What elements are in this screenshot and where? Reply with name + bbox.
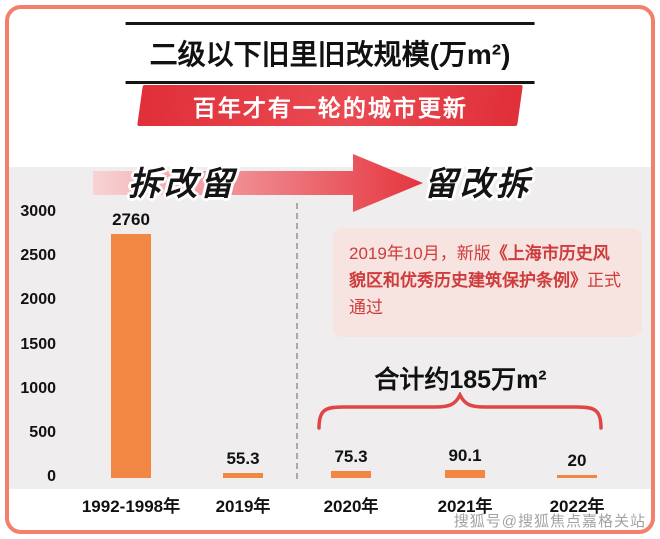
y-tick-label: 1500 xyxy=(20,335,56,353)
watermark: 搜狐号@搜狐焦点嘉格关站 xyxy=(453,513,646,530)
y-axis: 0 500 1000 1500 2000 2500 3000 xyxy=(12,0,56,539)
y-tick-label: 1000 xyxy=(20,379,56,397)
bar-2021年 xyxy=(445,470,485,478)
bar-2019年 xyxy=(223,473,263,478)
annotation-suffix: 正式通过 xyxy=(349,270,621,317)
brace-icon xyxy=(317,392,603,430)
x-tick-label: 2021年 xyxy=(437,497,493,516)
bar-2022年 xyxy=(557,475,597,478)
bar-2020年 xyxy=(331,471,371,478)
y-tick-label: 2500 xyxy=(20,247,56,265)
total-label: 合计约185万m² xyxy=(374,366,547,394)
x-tick-label: 1992-1998年 xyxy=(81,497,181,516)
bar-1992-1998年 xyxy=(111,234,151,478)
page-title-text: 二级以下旧里旧改规模(万m²) xyxy=(149,39,511,70)
annotation-prefix: 2019年10月，新版 xyxy=(349,244,491,263)
x-tick-label: 2020年 xyxy=(323,497,379,516)
x-tick-label: 2019年 xyxy=(215,497,271,516)
dashed-divider xyxy=(296,203,298,479)
y-tick-label: 2000 xyxy=(20,291,56,309)
y-tick-label: 500 xyxy=(29,423,56,441)
bar-value-label: 20 xyxy=(567,451,587,470)
bar-value-label: 75.3 xyxy=(334,447,368,467)
right-arrow-icon xyxy=(93,154,423,212)
phase-label-retain-first: 留改拆 xyxy=(424,165,532,202)
bar-value-label: 2760 xyxy=(112,210,150,230)
bar-value-label: 55.3 xyxy=(226,449,260,469)
x-tick-label: 2022年 xyxy=(549,497,605,516)
bar-value-label: 90.1 xyxy=(448,446,482,466)
phase-label-demolish-first: 拆改留 xyxy=(128,165,236,202)
y-tick-label: 0 xyxy=(47,468,56,485)
y-tick-label: 3000 xyxy=(20,203,56,220)
annotation-box: 2019年10月，新版《上海市历史风貌区和优秀历史建筑保护条例》正式通过 xyxy=(333,228,642,337)
page-title: 二级以下旧里旧改规模(万m²) xyxy=(125,22,535,84)
subtitle-banner: 百年才有一轮的城市更新 xyxy=(137,85,523,126)
annotation-book-title: 《上海市历史风貌区和优秀历史建筑保护条例》 xyxy=(349,244,610,290)
subtitle-banner-text: 百年才有一轮的城市更新 xyxy=(192,94,468,121)
